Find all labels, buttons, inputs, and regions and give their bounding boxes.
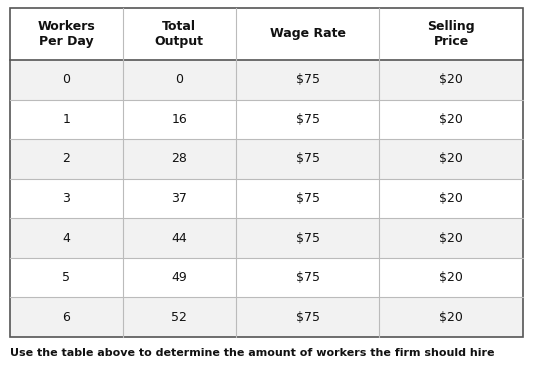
Text: Selling
Price: Selling Price (427, 20, 475, 48)
Text: 2: 2 (62, 152, 70, 165)
Bar (10, 258, 523, 298)
Text: 1: 1 (62, 113, 70, 126)
Bar (10, 179, 523, 218)
Text: $20: $20 (439, 311, 463, 324)
Text: $20: $20 (439, 73, 463, 86)
Bar (10, 218, 523, 258)
Bar (10, 8, 523, 60)
Text: 6: 6 (62, 311, 70, 324)
Bar (10, 60, 523, 100)
Text: $20: $20 (439, 152, 463, 165)
Text: $20: $20 (439, 113, 463, 126)
Text: $75: $75 (295, 113, 320, 126)
Text: 37: 37 (171, 192, 187, 205)
Text: 4: 4 (62, 232, 70, 244)
Text: $75: $75 (295, 271, 320, 284)
Text: $75: $75 (295, 152, 320, 165)
Bar (10, 8, 523, 337)
Text: $75: $75 (295, 192, 320, 205)
Text: 16: 16 (172, 113, 187, 126)
Text: 52: 52 (171, 311, 187, 324)
Bar (10, 139, 523, 179)
Text: Workers
Per Day: Workers Per Day (37, 20, 95, 48)
Bar (10, 298, 523, 337)
Bar (10, 100, 523, 139)
Text: 28: 28 (171, 152, 187, 165)
Text: 0: 0 (62, 73, 70, 86)
Text: $20: $20 (439, 192, 463, 205)
Text: Use the table above to determine the amount of workers the firm should hire: Use the table above to determine the amo… (10, 348, 495, 358)
Text: Wage Rate: Wage Rate (270, 28, 345, 41)
Text: 0: 0 (175, 73, 183, 86)
Text: $75: $75 (295, 311, 320, 324)
Text: $75: $75 (295, 232, 320, 244)
Text: $20: $20 (439, 271, 463, 284)
Text: Total
Output: Total Output (155, 20, 204, 48)
Text: 49: 49 (172, 271, 187, 284)
Text: $20: $20 (439, 232, 463, 244)
Text: $75: $75 (295, 73, 320, 86)
Text: 5: 5 (62, 271, 70, 284)
Text: 44: 44 (172, 232, 187, 244)
Text: 3: 3 (62, 192, 70, 205)
